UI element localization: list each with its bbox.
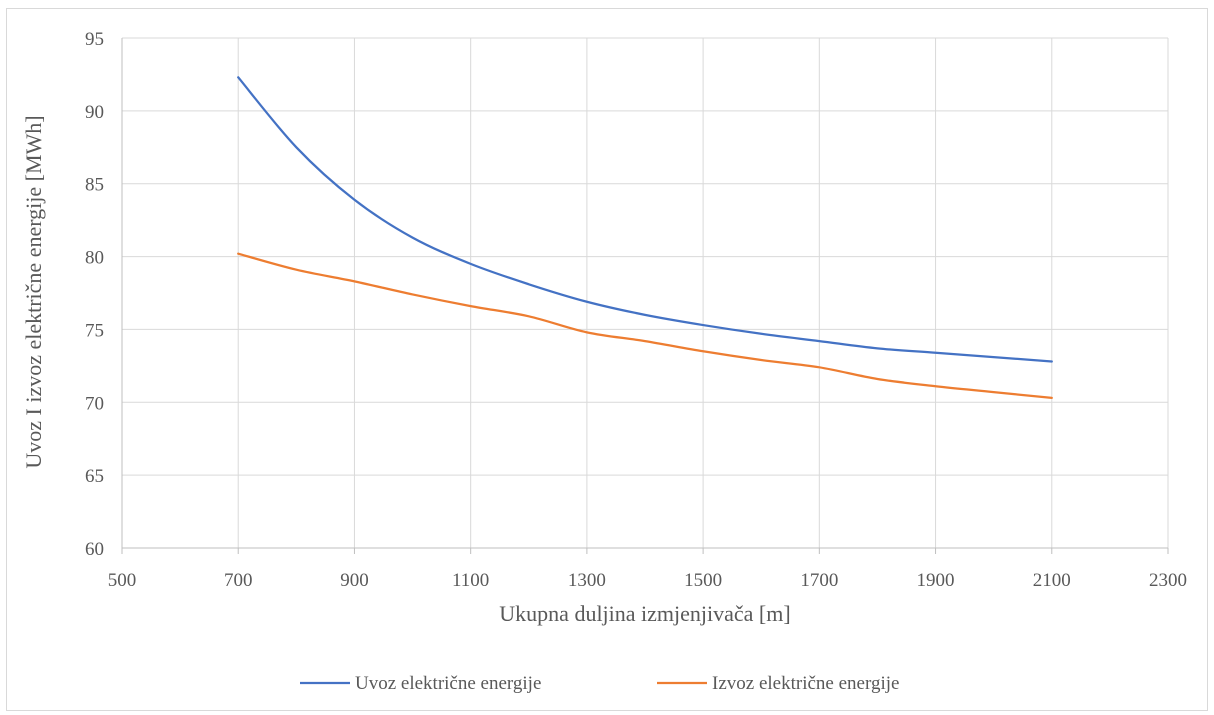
- x-tick-labels: 500 700 900 1100 1300 1500 1700 1900 2100 2300: [108, 570, 1187, 591]
- x-axis-title: Ukupna duljina izmjenjivača [m]: [499, 601, 790, 626]
- y-tick-label: 80: [85, 248, 104, 269]
- import-electricity-line: [237, 76, 1053, 363]
- axes: [121, 38, 1169, 554]
- export-electricity-line: [237, 252, 1053, 400]
- x-tick-label: 1900: [917, 570, 955, 591]
- gridlines: [122, 37, 1169, 548]
- x-tick-label: 700: [224, 570, 253, 591]
- y-tick-label: 75: [85, 320, 104, 341]
- x-tick-label: 900: [340, 570, 369, 591]
- x-tick-label: 500: [108, 570, 137, 591]
- chart-area: [6, 8, 1208, 711]
- series-lines: [237, 76, 1053, 400]
- y-tick-label: 70: [85, 393, 104, 414]
- x-tick-label: 2300: [1149, 570, 1187, 591]
- legend-label: Izvoz električne energije: [712, 673, 899, 694]
- legend-label: Uvoz električne energije: [355, 673, 541, 694]
- x-tick-label: 1100: [452, 570, 489, 591]
- legend: Uvoz električne energije Izvoz električne…: [300, 673, 899, 694]
- x-tick-label: 2100: [1033, 570, 1071, 591]
- x-tick-label: 1300: [568, 570, 606, 591]
- y-axis-title: Uvoz I izvoz električne energije [MWh]: [21, 115, 46, 468]
- y-tick-labels: 60 65 70 75 80 85 90 95: [85, 29, 104, 560]
- x-tick-label: 1500: [684, 570, 722, 591]
- x-tick-label: 1700: [800, 570, 838, 591]
- y-tick-label: 90: [85, 102, 104, 123]
- y-tick-label: 60: [85, 539, 104, 560]
- y-tick-label: 85: [85, 175, 104, 196]
- y-tick-label: 95: [85, 29, 104, 50]
- y-tick-label: 65: [85, 466, 104, 487]
